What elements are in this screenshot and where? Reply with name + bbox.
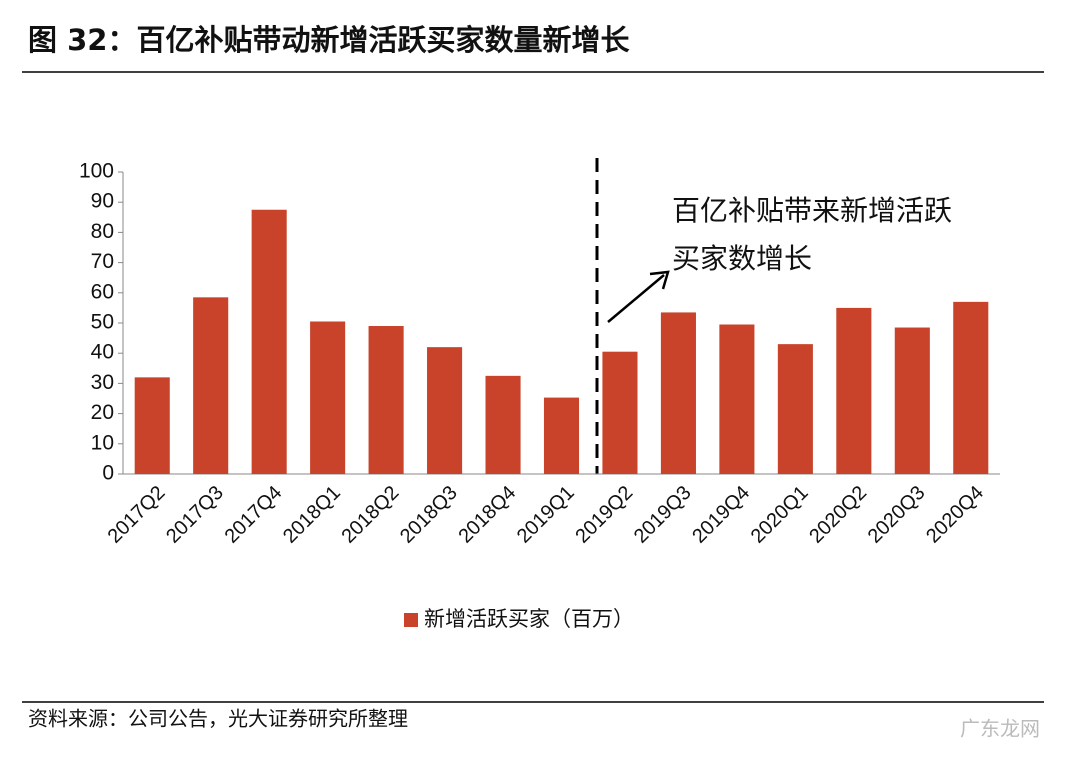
bar — [953, 301, 989, 474]
bar — [193, 297, 229, 474]
y-tick-label: 70 — [91, 250, 114, 273]
bar — [719, 324, 755, 474]
legend-swatch — [404, 613, 418, 627]
x-tick-label: 2018Q2 — [337, 482, 403, 548]
y-tick-label: 100 — [79, 160, 114, 183]
y-tick-label: 90 — [91, 190, 114, 213]
bar — [368, 326, 404, 474]
source-note: 资料来源：公司公告，光大证券研究所整理 — [28, 707, 408, 731]
x-tick-label: 2017Q2 — [104, 482, 170, 548]
annotation-arrow — [607, 274, 665, 323]
y-tick-label: 80 — [91, 220, 114, 243]
y-tick-label: 20 — [91, 401, 114, 424]
y-tick-label: 50 — [91, 311, 114, 334]
bar — [251, 209, 287, 474]
x-tick-label: 2020Q3 — [864, 482, 930, 548]
bar — [660, 312, 696, 474]
x-tick-label: 2018Q4 — [454, 482, 520, 548]
y-tick-label: 10 — [91, 431, 114, 454]
x-tick-label: 2019Q2 — [571, 482, 637, 548]
x-tick-label: 2018Q1 — [279, 482, 345, 548]
bar — [485, 375, 521, 474]
watermark: 广东龙网 — [960, 717, 1040, 741]
y-tick-label: 60 — [91, 280, 114, 303]
bar — [310, 321, 346, 474]
annotation-arrowhead — [649, 270, 670, 290]
annotation: 买家数增长 — [672, 242, 812, 275]
bar — [894, 327, 930, 474]
bar — [602, 351, 638, 474]
x-tick-label: 2017Q3 — [162, 482, 228, 548]
x-tick-label: 2017Q4 — [221, 482, 287, 548]
chart-title: 图 32：百亿补贴带动新增活跃买家数量新增长 — [28, 23, 630, 57]
x-tick-label: 2018Q3 — [396, 482, 462, 548]
bar — [777, 344, 813, 474]
bar — [427, 347, 463, 474]
bar — [836, 307, 872, 474]
legend-label: 新增活跃买家（百万） — [424, 607, 634, 631]
annotation: 百亿补贴带来新增活跃 — [672, 194, 952, 227]
x-tick-label: 2019Q4 — [688, 482, 754, 548]
x-tick-label: 2019Q1 — [513, 482, 579, 548]
x-tick-label: 2020Q2 — [805, 482, 871, 548]
bar — [134, 377, 170, 474]
y-tick-label: 30 — [91, 371, 114, 394]
y-tick-label: 0 — [102, 462, 114, 485]
x-tick-label: 2020Q4 — [922, 482, 988, 548]
bar — [543, 397, 580, 474]
x-tick-label: 2019Q3 — [630, 482, 696, 548]
y-tick-label: 40 — [91, 341, 114, 364]
x-tick-label: 2020Q1 — [747, 482, 813, 548]
